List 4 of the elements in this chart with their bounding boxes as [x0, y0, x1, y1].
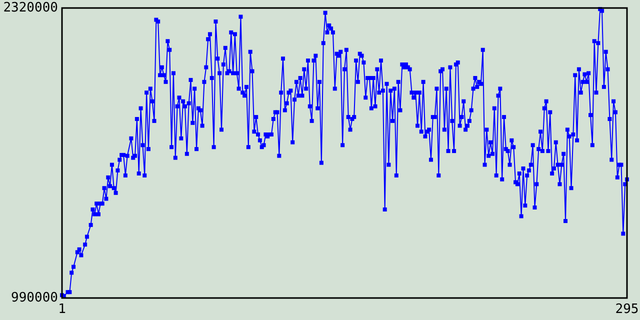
x-tick-label: 1 — [58, 302, 66, 317]
y-tick-label: 990000 — [11, 290, 58, 306]
y-tick-label: 2320000 — [3, 0, 58, 16]
x-tick-label: 295 — [615, 302, 639, 317]
